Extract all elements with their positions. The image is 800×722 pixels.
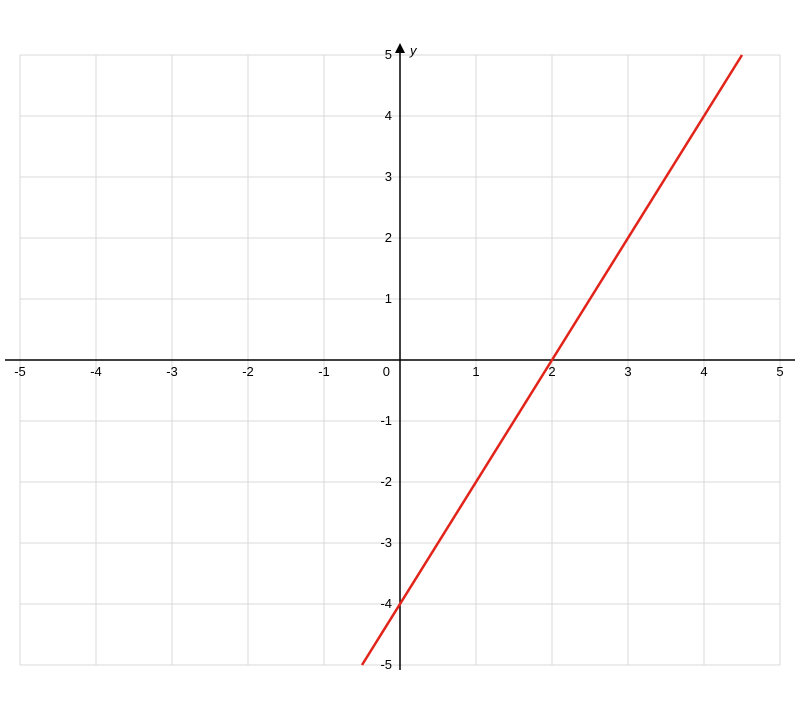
y-tick-label: -5 bbox=[380, 657, 392, 672]
x-tick-label: -1 bbox=[318, 364, 330, 379]
x-tick-label: 3 bbox=[624, 364, 631, 379]
origin-label: 0 bbox=[383, 364, 390, 379]
x-tick-label: -3 bbox=[166, 364, 178, 379]
y-tick-label: 1 bbox=[385, 291, 392, 306]
x-tick-label: -5 bbox=[14, 364, 26, 379]
y-tick-label: 2 bbox=[385, 230, 392, 245]
line-chart: -5-4-3-2-1123450-5-4-3-2-112345y bbox=[0, 0, 800, 722]
y-tick-label: -4 bbox=[380, 596, 392, 611]
x-tick-label: -4 bbox=[90, 364, 102, 379]
y-tick-label: -2 bbox=[380, 474, 392, 489]
y-tick-label: 4 bbox=[385, 108, 392, 123]
y-tick-label: -3 bbox=[380, 535, 392, 550]
y-tick-label: 3 bbox=[385, 169, 392, 184]
x-tick-label: 5 bbox=[776, 364, 783, 379]
y-tick-label: 5 bbox=[385, 47, 392, 62]
x-tick-label: 1 bbox=[472, 364, 479, 379]
x-tick-label: 4 bbox=[700, 364, 707, 379]
chart-container: -5-4-3-2-1123450-5-4-3-2-112345y bbox=[0, 0, 800, 722]
x-tick-label: -2 bbox=[242, 364, 254, 379]
y-tick-label: -1 bbox=[380, 413, 392, 428]
